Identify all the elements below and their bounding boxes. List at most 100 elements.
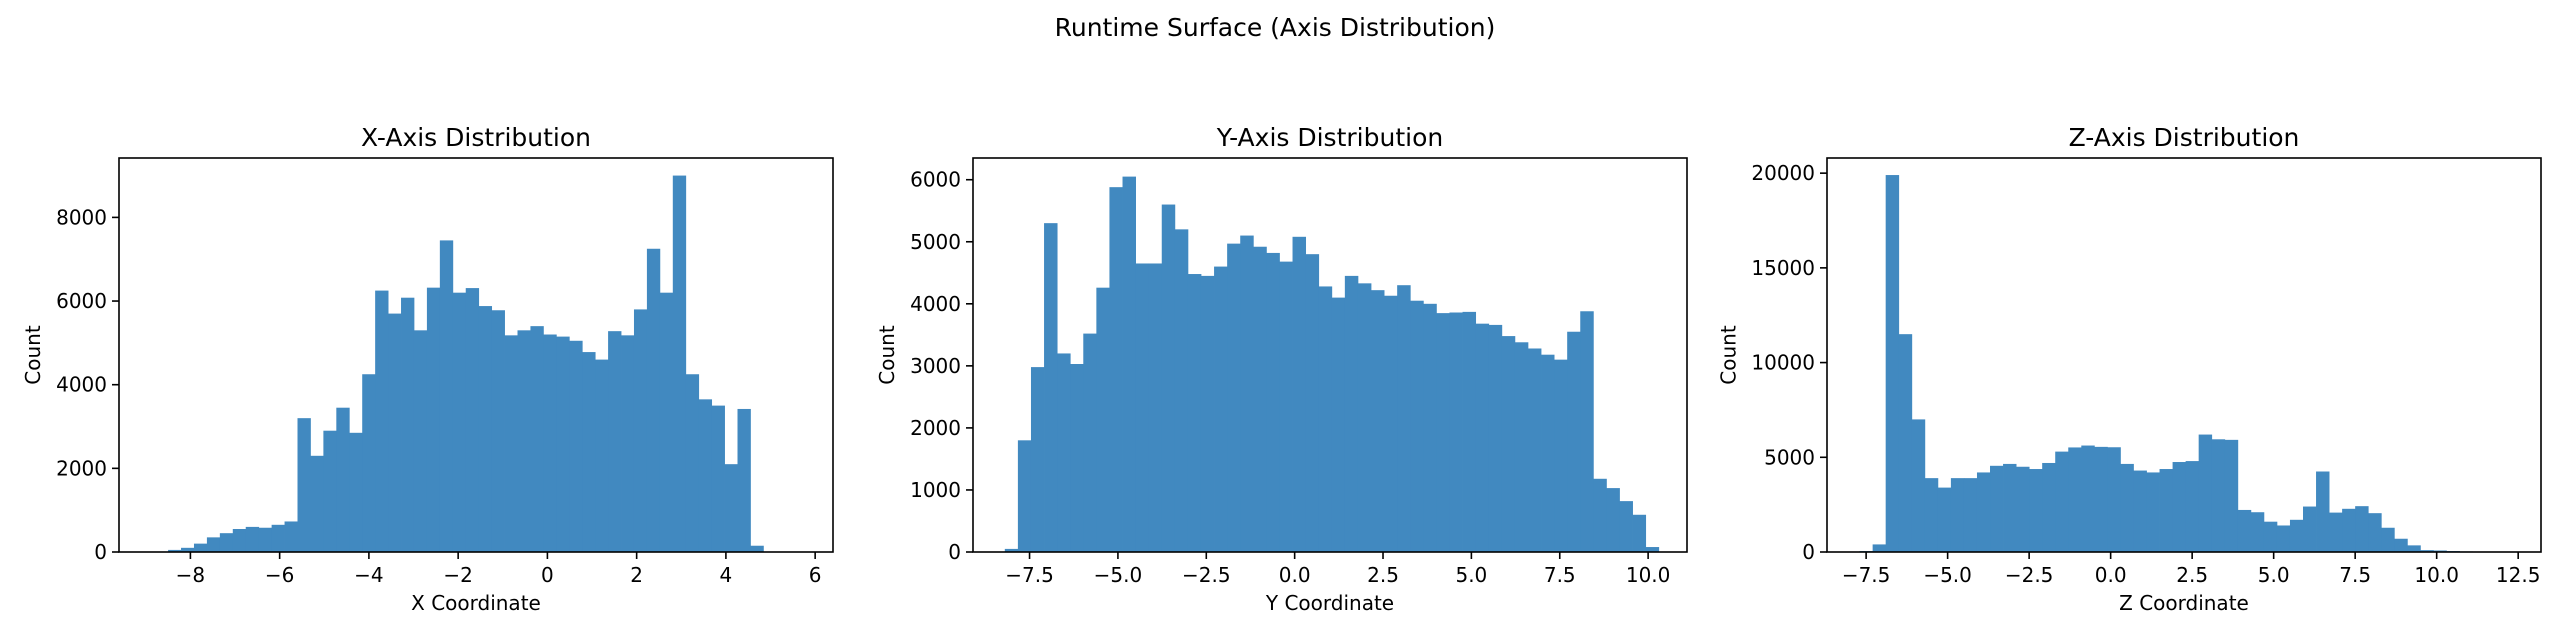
z-xtick-label: 12.5	[2496, 563, 2541, 587]
x-histogram-bar	[193, 543, 208, 552]
x-histogram-bar	[465, 288, 480, 552]
y-histogram-bar	[1410, 300, 1424, 552]
z-histogram-bar	[2394, 538, 2408, 552]
z-histogram-bar	[2159, 469, 2173, 552]
x-histogram-bar	[556, 336, 570, 552]
y-ytick-label: 4000	[910, 292, 961, 316]
x-histogram-bar	[284, 521, 298, 552]
z-histogram-bar	[2081, 445, 2095, 552]
x-histogram-bar	[362, 374, 376, 552]
y-histogram-bar	[1070, 364, 1084, 552]
x-histogram-bar	[258, 527, 273, 552]
z-histogram-bar	[2016, 466, 2030, 552]
y-xtick-label: 10.0	[1626, 563, 1671, 587]
figure-suptitle: Runtime Surface (Axis Distribution)	[1055, 13, 1496, 42]
x-histogram-bar	[297, 418, 311, 552]
z-ytick-label: 0	[1802, 540, 1815, 564]
x-histogram-bar	[750, 545, 764, 552]
x-histogram-bar	[245, 526, 260, 552]
x-histogram-bar	[478, 306, 493, 552]
x-histogram-bar	[595, 359, 609, 552]
z-histogram-bar	[1963, 478, 1978, 553]
y-xaxis-label: Y Coordinate	[1265, 591, 1394, 615]
x-xtick-label: 2	[630, 563, 643, 587]
z-histogram-bar	[1872, 544, 1887, 552]
subplot-z-axis: −7.5 −5.0 −2.5 0.0 2.5 5.0 7.5 10.0 12.5 0 5000 100…	[1717, 123, 2542, 615]
x-histogram-bar	[672, 175, 687, 552]
z-histogram-bar	[2003, 463, 2017, 552]
y-histogram-bar	[1554, 359, 1568, 552]
z-histogram-bar	[2276, 525, 2291, 552]
y-histogram-bar	[1371, 290, 1385, 552]
x-histogram-bar	[232, 529, 247, 552]
x-histogram-bar	[633, 309, 648, 552]
z-histogram-bar	[1950, 478, 1965, 553]
subplot-x-axis: −8 −6 −4 −2 0 2 4 6 0 2000 4000 6000 8000 X-Axis Dist…	[21, 123, 834, 615]
x-ytick-label: 4000	[56, 373, 107, 397]
y-histogram-bar	[1318, 286, 1333, 552]
z-xtick-label: 7.5	[2339, 563, 2371, 587]
x-histogram-bar	[206, 537, 221, 552]
z-histogram-bar	[1885, 175, 1900, 553]
x-xaxis-label: X Coordinate	[411, 591, 541, 615]
x-histogram-bar	[323, 430, 337, 552]
x-histogram-bar	[401, 297, 415, 552]
x-histogram-bar	[504, 335, 518, 552]
y-ytick-label: 1000	[910, 478, 961, 502]
y-histogram-bar	[1527, 348, 1542, 552]
z-xtick-label: 2.5	[2176, 563, 2208, 587]
z-histogram-bar	[1990, 465, 2004, 552]
z-histogram-bar	[2250, 512, 2265, 552]
y-histogram-bar	[1004, 548, 1019, 552]
y-histogram-bar	[1344, 275, 1359, 552]
x-histogram-bar	[271, 524, 285, 552]
y-axes-title: Y-Axis Distribution	[1216, 123, 1443, 152]
y-histogram-bar	[1057, 353, 1071, 552]
x-histogram-bar	[659, 292, 674, 552]
y-histogram-bar	[1135, 263, 1150, 552]
y-yaxis-label: Count	[875, 325, 899, 385]
y-histogram-bar	[1266, 252, 1280, 552]
y-xtick-label: −2.5	[1182, 563, 1231, 587]
y-histogram-bar	[1593, 478, 1607, 552]
y-histogram-bar	[1331, 297, 1346, 552]
y-histogram-bar	[1619, 501, 1633, 552]
z-histogram-bar	[1911, 419, 1926, 552]
z-xtick-label: 10.0	[2414, 563, 2459, 587]
z-histogram-bar	[2094, 446, 2108, 552]
y-xtick-label: 2.5	[1367, 563, 1399, 587]
z-histogram-bar	[2368, 513, 2382, 552]
x-histogram-bar	[582, 352, 596, 552]
y-histogram-bar	[1253, 246, 1267, 553]
x-ytick-label: 2000	[56, 456, 107, 480]
y-xtick-label: 7.5	[1544, 563, 1576, 587]
y-histogram-bar	[1200, 275, 1215, 552]
x-histogram-bar	[646, 248, 661, 552]
z-histogram-bar	[2355, 506, 2369, 552]
y-histogram-bar	[1514, 342, 1529, 552]
z-xtick-label: 0.0	[2095, 563, 2127, 587]
x-histogram-bar	[698, 399, 713, 552]
y-xtick-label: −7.5	[1005, 563, 1054, 587]
z-ytick-label: 10000	[1751, 351, 1815, 375]
z-yaxis-label: Count	[1717, 325, 1741, 385]
x-ytick-label: 6000	[56, 289, 107, 313]
z-histogram-bar	[1924, 478, 1939, 553]
z-histogram-bar	[2185, 461, 2200, 552]
x-histogram-bar	[517, 330, 531, 552]
y-ytick-label: 5000	[910, 230, 961, 254]
z-ytick-label: 20000	[1751, 161, 1815, 185]
x-histogram-bar	[439, 240, 454, 552]
y-histogram-bar	[1187, 274, 1202, 552]
z-xtick-label: −5.0	[1923, 563, 1972, 587]
z-histogram-bar	[2237, 509, 2252, 552]
x-xtick-label: 0	[541, 563, 554, 587]
z-histogram-bar	[2068, 447, 2082, 552]
y-histogram-bar	[1017, 440, 1032, 552]
y-histogram-bar	[1475, 323, 1490, 552]
x-histogram-bar	[388, 313, 402, 552]
x-histogram-bar	[711, 405, 725, 552]
x-histogram-bar	[621, 335, 635, 552]
x-axes-title: X-Axis Distribution	[361, 123, 591, 152]
